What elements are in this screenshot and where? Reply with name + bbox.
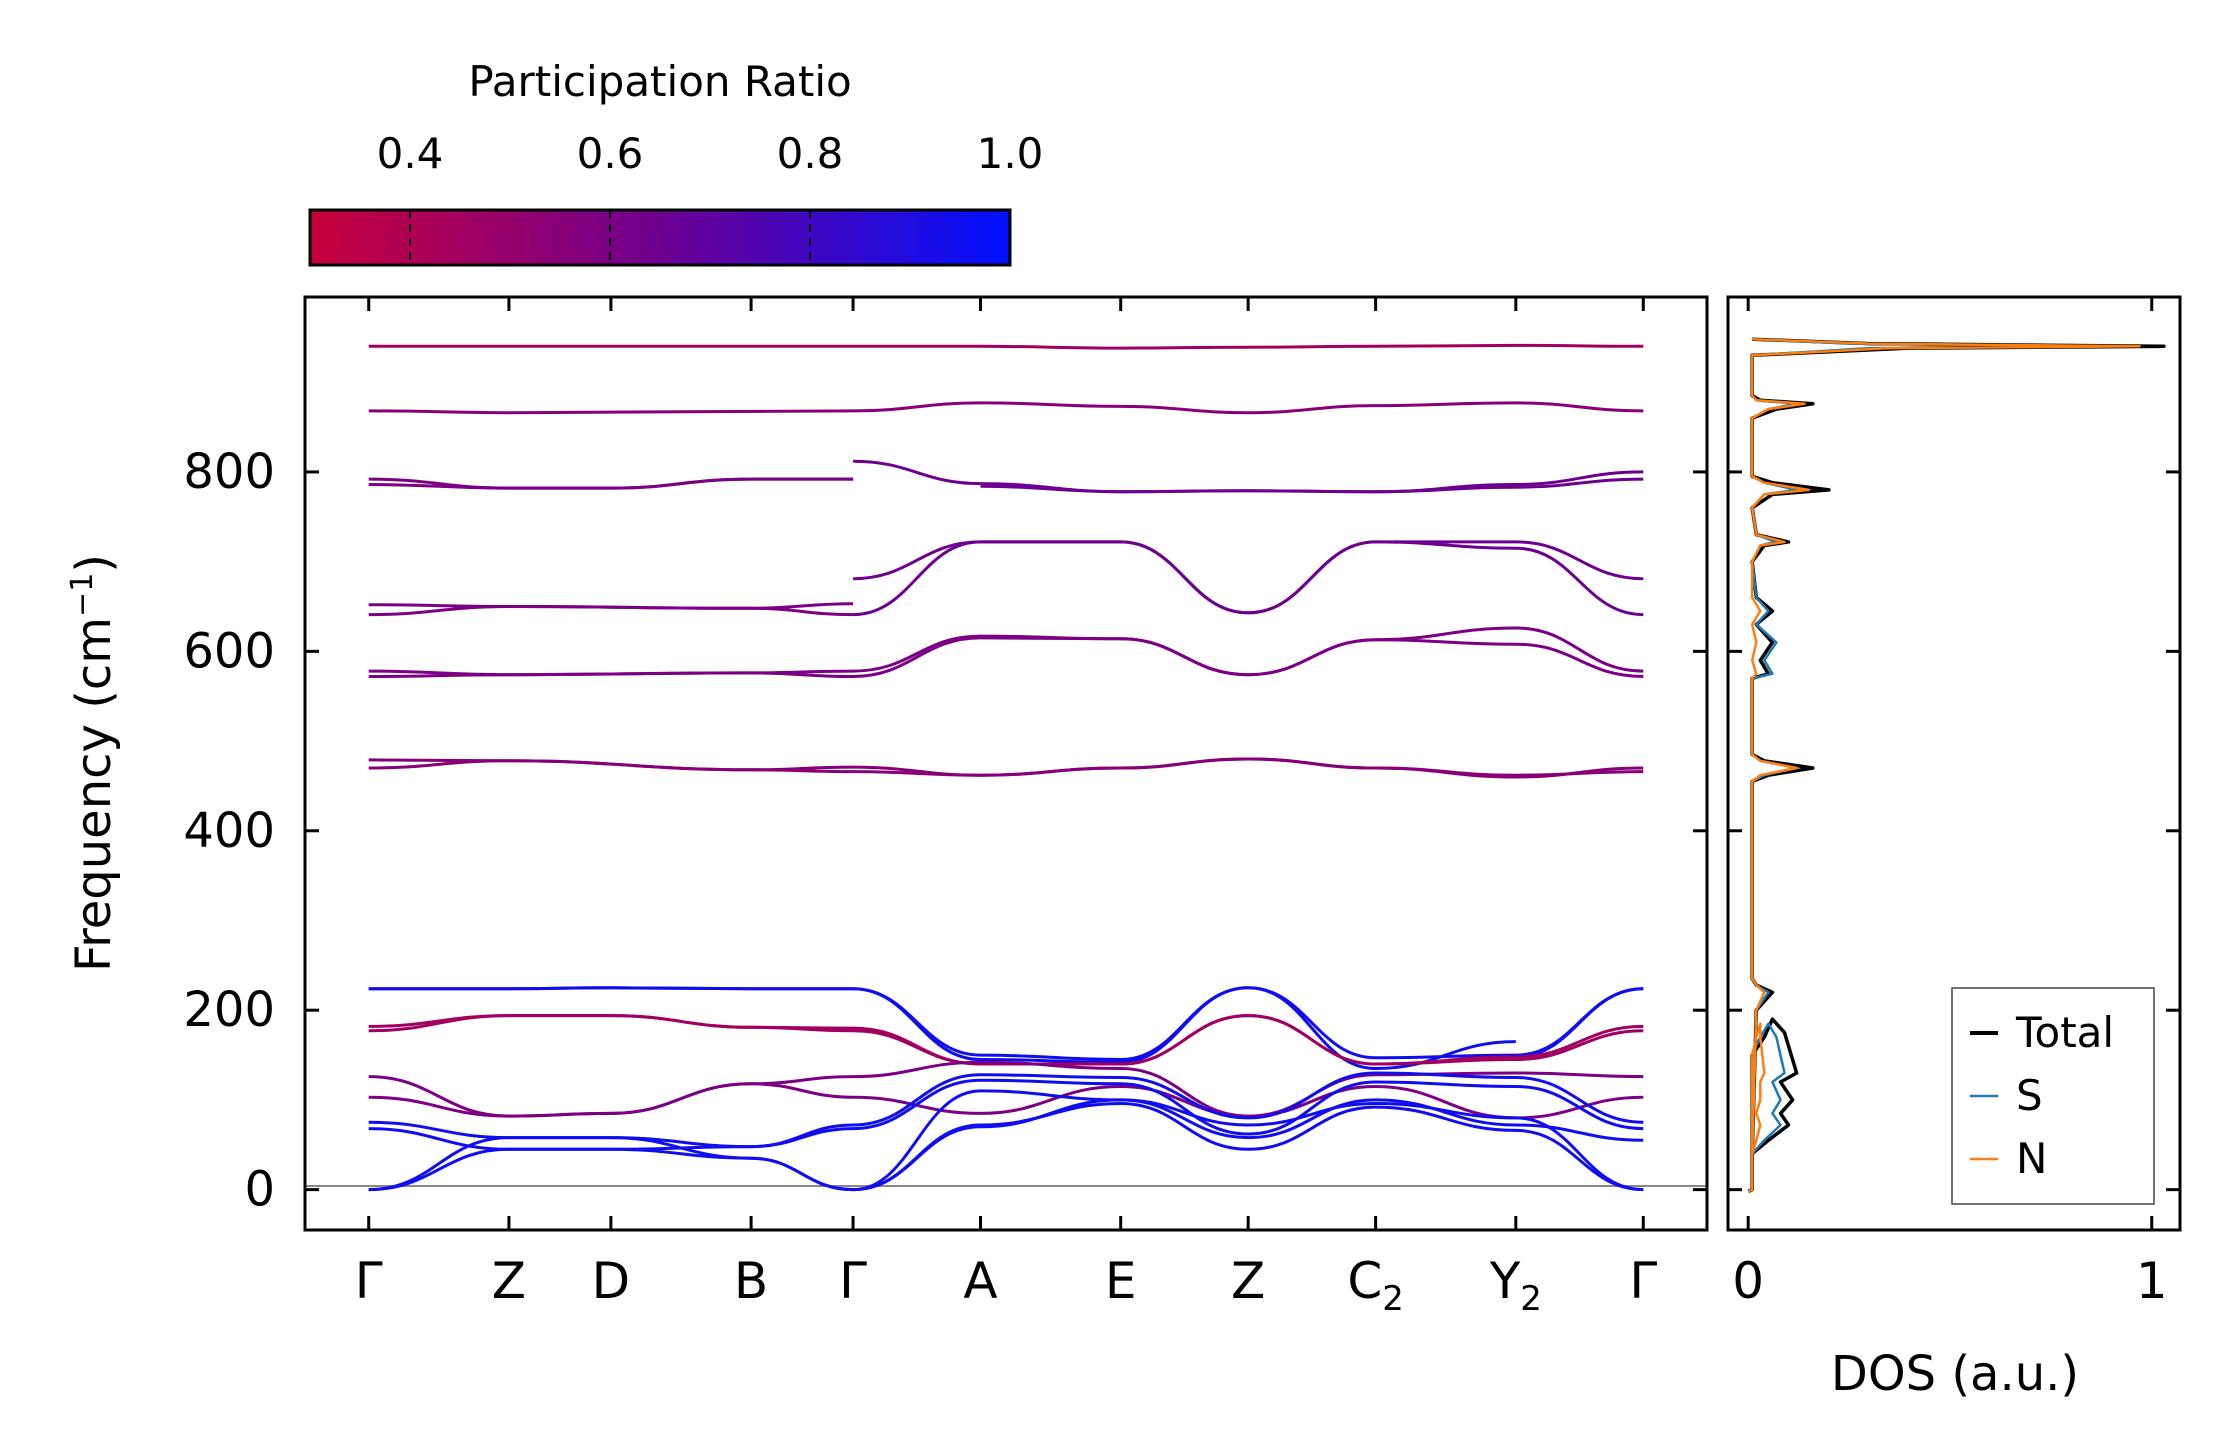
kpoint-label: Y2 bbox=[1489, 1252, 1542, 1319]
legend-label-n: N bbox=[2016, 1134, 2047, 1183]
band-line-b26 bbox=[853, 1098, 1644, 1192]
legend-label-total: Total bbox=[2015, 1008, 2114, 1057]
dos-x-axis-label: DOS (a.u.) bbox=[1831, 1346, 2079, 1402]
band-line-b16 bbox=[368, 986, 1516, 1071]
band-line-b19 bbox=[368, 1014, 1644, 1066]
band-line-b2 bbox=[368, 401, 1644, 415]
y-tick-label: 0 bbox=[244, 1162, 275, 1218]
colorbar-tick-label: 0.4 bbox=[377, 129, 444, 178]
band-line-b8 bbox=[368, 604, 854, 617]
colorbar-tick-label: 0.6 bbox=[577, 129, 644, 178]
dos-axes-frame bbox=[1726, 295, 2182, 1232]
kpoint-label: Z bbox=[1231, 1252, 1265, 1310]
band-line-b15 bbox=[368, 986, 1644, 1062]
band-line-b10 bbox=[853, 540, 1644, 617]
colorbar: Participation Ratio 0.4 0.6 0.8 1.0 bbox=[308, 57, 1044, 267]
kpoint-label: Γ bbox=[355, 1252, 383, 1310]
kpoint-label: E bbox=[1105, 1252, 1137, 1310]
y-tick-label: 800 bbox=[183, 444, 275, 500]
band-x-axis: Γ Z D B Γ A E Z C2 Y2 Γ bbox=[355, 297, 1657, 1319]
band-line-b9 bbox=[853, 540, 1644, 615]
kpoint-label: Γ bbox=[1629, 1252, 1657, 1310]
colorbar-title: Participation Ratio bbox=[468, 57, 851, 106]
colorbar-ticks: 0.4 0.6 0.8 1.0 bbox=[377, 129, 1044, 265]
band-line-b17 bbox=[1515, 987, 1644, 1059]
legend-items: Total SN bbox=[1970, 1008, 2114, 1183]
band-line-b1 bbox=[368, 343, 1644, 350]
band-panel: 0 200 400 600 800 Γ Z D B Γ A E Z C2 Y2 Γ Frequency (c… bbox=[65, 295, 1709, 1319]
band-axes-frame bbox=[303, 295, 1709, 1232]
kpoint-label: Z bbox=[492, 1252, 526, 1310]
band-y-axis: 0 200 400 600 800 bbox=[183, 444, 1707, 1218]
dos-legend: Total SN bbox=[1951, 987, 2155, 1205]
y-tick-label: 200 bbox=[183, 982, 275, 1038]
kpoint-label: D bbox=[592, 1252, 631, 1310]
colorbar-tick-label: 0.8 bbox=[777, 129, 844, 178]
y-tick-label: 400 bbox=[183, 803, 275, 859]
band-line-b12 bbox=[368, 636, 1644, 679]
band-lines bbox=[368, 343, 1644, 1192]
colorbar-gradient bbox=[308, 208, 1012, 267]
band-line-b21 bbox=[368, 1082, 1644, 1120]
band-line-b20 bbox=[368, 1060, 1644, 1118]
y-axis-label: Frequency (cm−1) bbox=[65, 554, 122, 972]
band-line-b24 bbox=[368, 1089, 1644, 1192]
kpoint-label: B bbox=[734, 1252, 768, 1310]
band-line-b6 bbox=[980, 477, 1644, 494]
dos-x-tick-label: 1 bbox=[2136, 1252, 2168, 1310]
band-line-b14 bbox=[368, 757, 1644, 777]
band-line-b25 bbox=[368, 1101, 1644, 1192]
legend-label-s: S bbox=[2016, 1071, 2043, 1120]
kpoint-label: Γ bbox=[839, 1252, 867, 1310]
kpoint-label: C2 bbox=[1347, 1252, 1404, 1319]
y-tick-label: 600 bbox=[183, 623, 275, 679]
colorbar-tick-label: 1.0 bbox=[977, 129, 1044, 178]
kpoint-label: A bbox=[963, 1252, 997, 1310]
dos-x-tick-label: 0 bbox=[1732, 1252, 1764, 1310]
band-line-b11 bbox=[368, 626, 1644, 677]
dos-lines bbox=[1747, 337, 2166, 1193]
band-line-b4 bbox=[368, 477, 854, 490]
dos-line-n bbox=[1747, 337, 2141, 1193]
